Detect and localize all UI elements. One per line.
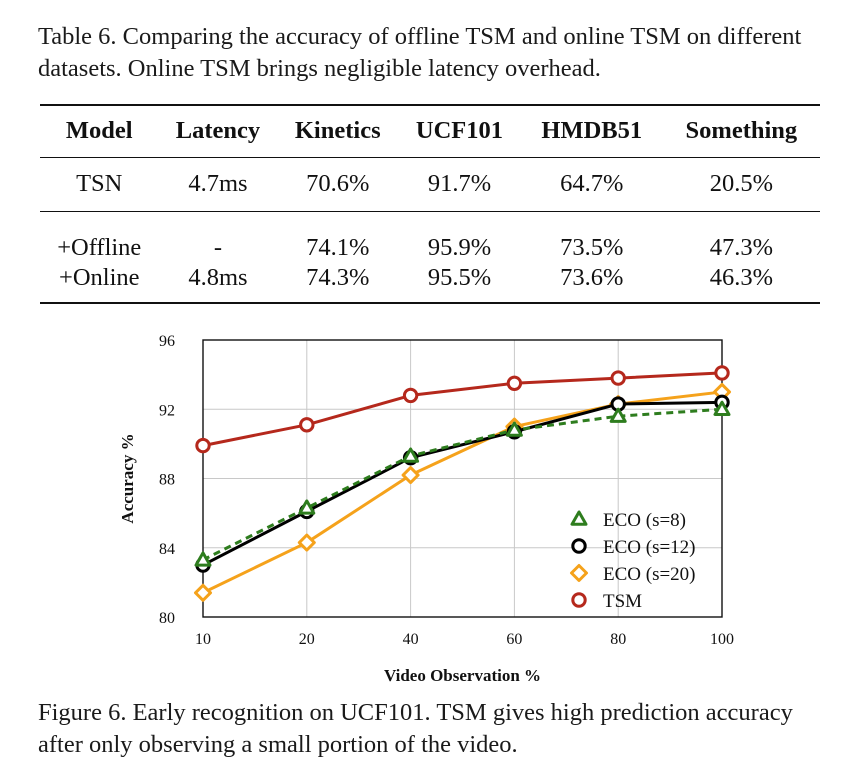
table-cell: +Online [40, 263, 159, 304]
data-point-circle [714, 365, 730, 381]
data-point-diamond [297, 533, 316, 552]
chart-series [194, 365, 731, 602]
data-point-circle [610, 370, 626, 386]
data-point-circle [402, 387, 419, 404]
legend-label: TSM [603, 591, 642, 612]
table-cell: 95.5% [398, 263, 521, 304]
table-cell: - [213, 233, 222, 261]
data-point-triangle [609, 407, 627, 423]
table-cell: 47.3% [709, 233, 773, 261]
legend-label: ECO (s=20) [603, 564, 696, 585]
chart-legend: ECO (s=8) ECO (s=12) ECO (s=20) TSM [570, 510, 696, 612]
legend-item: ECO (s=12) [571, 537, 696, 558]
table-header-row: Model Latency Kinetics UCF101 HMDB51 Som… [40, 104, 820, 158]
data-point-circle [299, 417, 315, 433]
table-cell: 74.3% [277, 263, 399, 304]
data-point-triangle [194, 551, 212, 567]
series-line [202, 371, 723, 448]
column-header-model: Model [40, 104, 159, 158]
legend-marker-diamond [570, 564, 588, 582]
data-point-circle [195, 437, 211, 454]
table-cell: 74.1% [306, 233, 370, 261]
series-tsm [195, 365, 730, 454]
plot-frame [202, 339, 723, 618]
table-cell: TSN [40, 157, 159, 212]
y-axis-title: Accuracy % [118, 433, 137, 523]
data-point-triangle [402, 447, 420, 463]
data-point-triangle [298, 499, 316, 515]
x-tick-label: 80 [610, 631, 626, 648]
legend-label: ECO (s=12) [603, 537, 696, 558]
table-cell: 20.5% [662, 157, 820, 212]
table-cell: 46.3% [662, 263, 820, 304]
legend-item: TSM [571, 591, 642, 612]
table-cell: +Offline [57, 233, 142, 261]
x-tick-label: 100 [710, 631, 734, 648]
results-table: Model Latency Kinetics UCF101 HMDB51 Som… [40, 104, 820, 304]
legend-marker-triangle [570, 510, 588, 526]
y-tick-label: 96 [159, 333, 175, 350]
figure-caption: Figure 6. Early recognition on UCF101. T… [38, 699, 793, 758]
table-row-online: +Online 4.8ms 74.3% 95.5% 73.6% 46.3% [40, 263, 820, 304]
data-point-triangle [713, 400, 731, 416]
table-cell: 4.7ms [158, 157, 278, 212]
y-axis-ticks: 80 84 88 92 96 [159, 333, 175, 627]
column-header-latency: Latency [158, 104, 278, 158]
table-cell: 64.7% [520, 157, 663, 212]
x-tick-label: 40 [403, 631, 419, 648]
legend-item: ECO (s=20) [570, 564, 696, 585]
x-tick-label: 20 [299, 631, 315, 648]
x-axis-title: Video Observation % [384, 666, 541, 685]
table-caption: Table 6. Comparing the accuracy of offli… [38, 23, 802, 82]
table-row-offline: +Offline - 74.1% 95.9% 73.5% 47.3% [40, 211, 820, 264]
legend-marker-circle [571, 538, 587, 554]
y-tick-label: 84 [159, 541, 175, 558]
column-header-kinetics: Kinetics [277, 104, 399, 158]
data-point-diamond [194, 583, 212, 602]
y-tick-label: 88 [159, 472, 175, 489]
table-cell: 95.9% [427, 233, 492, 261]
x-tick-label: 10 [195, 631, 211, 648]
series-eco-s-8 [194, 400, 731, 567]
x-tick-label: 60 [506, 631, 522, 648]
legend-marker-circle [571, 592, 587, 608]
x-axis-ticks: 10 20 40 60 80 100 [195, 631, 734, 648]
table-cell: 91.7% [398, 157, 521, 212]
series-line [202, 407, 723, 562]
table-row-tsn: TSN 4.7ms 70.6% 91.7% 64.7% 20.5% [40, 157, 820, 212]
series-line [202, 400, 723, 567]
y-tick-label: 92 [159, 402, 175, 419]
column-header-hmdb51: HMDB51 [520, 104, 663, 158]
data-point-circle [506, 375, 523, 391]
table-cell: 73.6% [520, 263, 663, 304]
table-cell: 70.6% [277, 157, 399, 212]
column-header-ucf101: UCF101 [398, 104, 521, 158]
data-point-triangle [505, 421, 523, 437]
y-tick-label: 80 [159, 610, 175, 627]
legend-label: ECO (s=8) [603, 510, 686, 531]
column-header-something: Something [662, 104, 820, 158]
data-point-diamond [401, 466, 420, 485]
table-cell: 4.8ms [158, 263, 278, 304]
series-line [202, 390, 723, 595]
legend-item: ECO (s=8) [570, 510, 686, 531]
table-cell: 73.5% [560, 233, 624, 261]
